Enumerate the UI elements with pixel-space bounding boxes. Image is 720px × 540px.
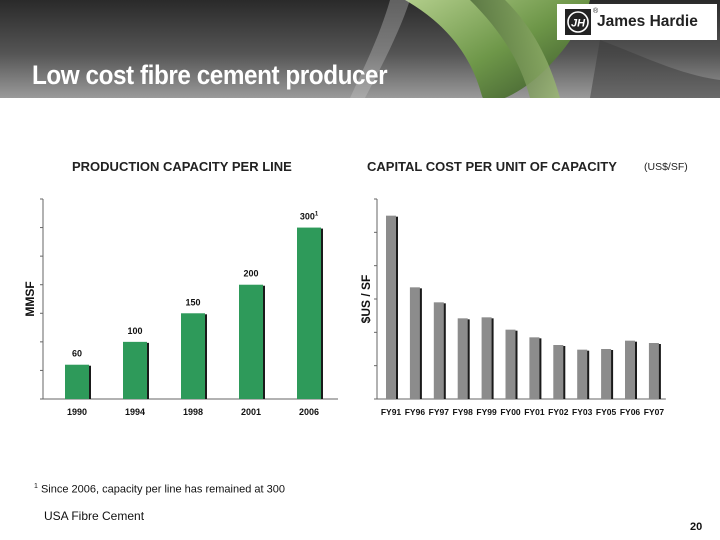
svg-text:JH: JH bbox=[571, 18, 586, 30]
bar bbox=[239, 284, 263, 399]
x-tick-label: FY05 bbox=[596, 407, 617, 417]
x-tick-label: FY91 bbox=[381, 407, 402, 417]
brand-logo: JH ® James Hardie bbox=[557, 4, 717, 40]
bar bbox=[409, 287, 420, 399]
data-label: 3001 bbox=[300, 212, 319, 222]
header-banner: JH ® James Hardie Low cost fibre cement … bbox=[0, 0, 720, 98]
brand-name: James Hardie bbox=[597, 13, 698, 30]
bar bbox=[457, 318, 468, 399]
bar bbox=[648, 343, 659, 399]
x-tick-label: 2001 bbox=[241, 407, 261, 417]
page-title: Low cost fibre cement producer bbox=[32, 60, 388, 90]
x-tick-label: 1990 bbox=[67, 407, 87, 417]
bar bbox=[529, 337, 540, 399]
x-tick-label: FY03 bbox=[572, 407, 593, 417]
data-label: 100 bbox=[127, 326, 142, 336]
data-label: 200 bbox=[243, 269, 258, 279]
bar bbox=[505, 329, 516, 399]
y-axis-label: $US / SF bbox=[359, 275, 373, 324]
bar bbox=[181, 313, 205, 399]
right-chart-unit: (US$/SF) bbox=[644, 161, 688, 173]
bar bbox=[386, 215, 396, 399]
y-axis-label: MMSF bbox=[23, 281, 37, 316]
footnote: 1 Since 2006, capacity per line has rema… bbox=[34, 483, 285, 496]
production-capacity-chart: MMSF 1990 60 1994 100 1998 150 2001 200 2006 3001 bbox=[23, 198, 338, 417]
data-label: 150 bbox=[185, 297, 200, 307]
x-tick-label: 1994 bbox=[125, 407, 145, 417]
bar bbox=[433, 302, 444, 399]
bar bbox=[601, 349, 612, 399]
x-tick-label: FY06 bbox=[620, 407, 641, 417]
jh-logo-icon: JH bbox=[565, 9, 591, 35]
footnote-marker: 1 bbox=[34, 483, 38, 490]
bar bbox=[553, 345, 564, 399]
registered-mark: ® bbox=[593, 8, 599, 15]
bar bbox=[481, 317, 492, 399]
x-tick-label: 1998 bbox=[183, 407, 203, 417]
data-label: 60 bbox=[72, 349, 82, 359]
bar bbox=[297, 227, 321, 399]
bar bbox=[577, 349, 588, 399]
bar bbox=[65, 364, 89, 399]
x-tick-label: FY01 bbox=[524, 407, 545, 417]
section-label: USA Fibre Cement bbox=[44, 509, 145, 523]
leaf-background-image bbox=[350, 0, 720, 98]
x-tick-label: 2006 bbox=[299, 407, 319, 417]
x-tick-label: FY96 bbox=[405, 407, 426, 417]
bar bbox=[625, 340, 635, 399]
x-tick-label: FY07 bbox=[644, 407, 665, 417]
x-tick-label: FY98 bbox=[453, 407, 474, 417]
page-number: 20 bbox=[690, 521, 703, 533]
x-tick-label: FY99 bbox=[476, 407, 497, 417]
x-tick-label: FY97 bbox=[429, 407, 450, 417]
data-label-superscript: 1 bbox=[315, 212, 319, 218]
x-tick-label: FY00 bbox=[500, 407, 521, 417]
left-chart-title: PRODUCTION CAPACITY PER LINE bbox=[72, 159, 292, 174]
x-tick-label: FY02 bbox=[548, 407, 569, 417]
footnote-text: Since 2006, capacity per line has remain… bbox=[40, 483, 285, 496]
bar bbox=[123, 341, 147, 399]
right-chart-title: CAPITAL COST PER UNIT OF CAPACITY bbox=[367, 159, 617, 174]
capital-cost-chart: $US / SF FY91 FY96 FY97 FY98 FY99 FY00 FY01 FY02… bbox=[359, 198, 666, 417]
